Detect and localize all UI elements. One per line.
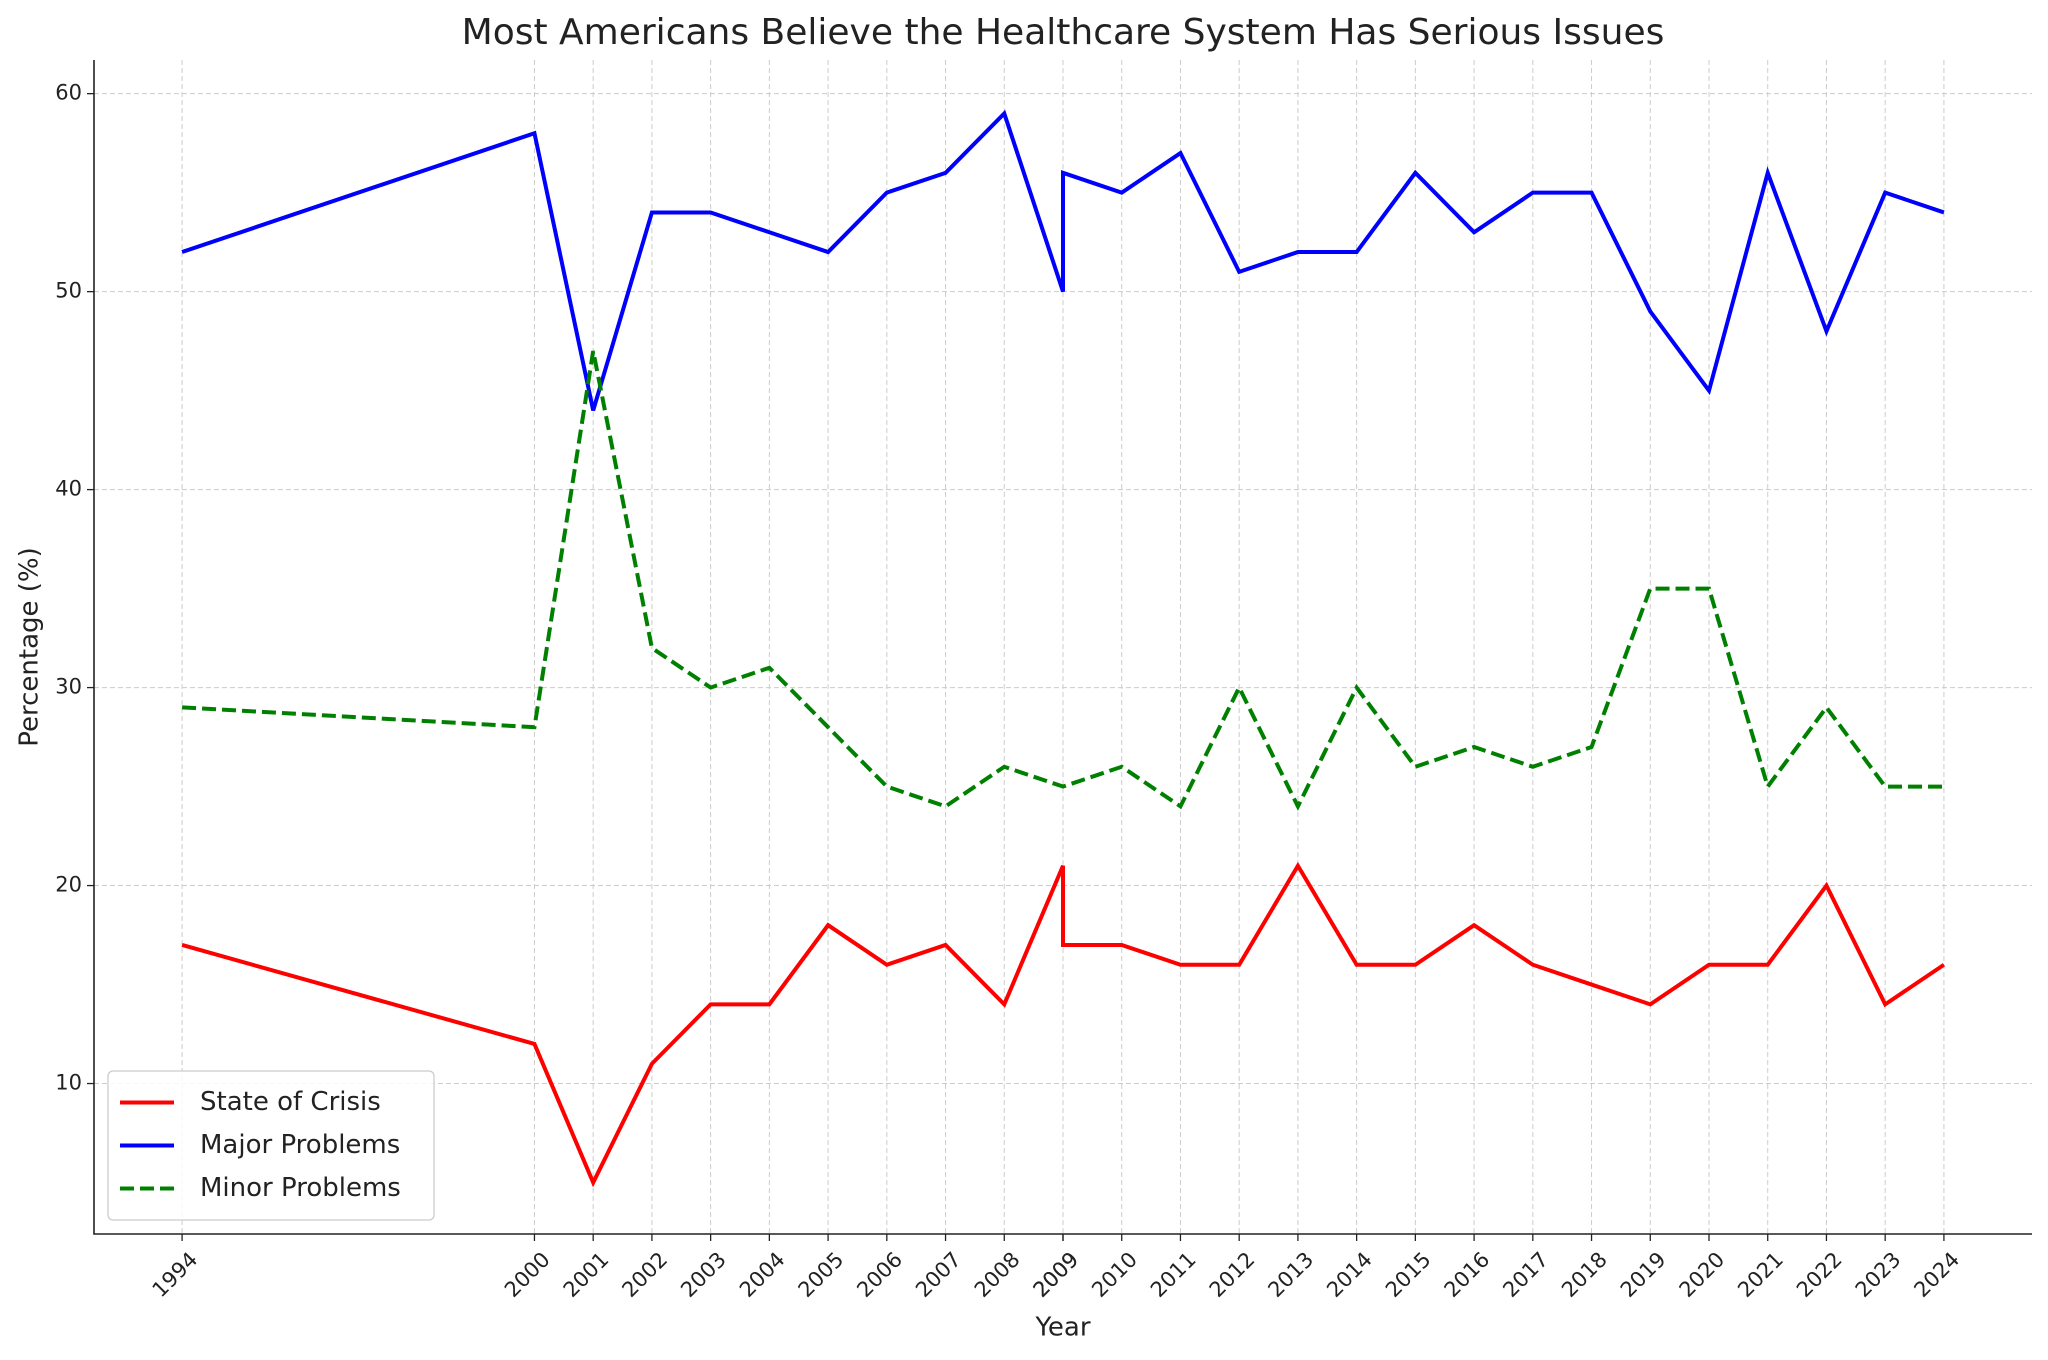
x-tick-label: 2019: [1616, 1247, 1671, 1302]
legend: State of Crisis Major Problems Minor Probl…: [107, 1070, 435, 1221]
legend-label: Minor Problems: [200, 1173, 401, 1203]
x-tick-label: 2000: [500, 1247, 555, 1302]
x-tick-label: 2007: [911, 1247, 966, 1302]
x-tick-label: 2003: [676, 1247, 731, 1302]
data-line: [181, 109, 1945, 411]
x-tick-label: 2022: [1792, 1247, 1847, 1302]
x-tick-label: 1994: [148, 1247, 203, 1302]
x-tick-label: 2014: [1322, 1247, 1377, 1302]
y-tick-label: 20: [55, 873, 82, 897]
x-tick-label: 2011: [1146, 1247, 1201, 1302]
legend-frame: [107, 1070, 435, 1221]
x-tick-label: 2002: [617, 1247, 672, 1302]
axis-spine: [93, 60, 2032, 1235]
x-tick-label: 2013: [1263, 1247, 1318, 1302]
x-tick-label: 2005: [794, 1247, 849, 1302]
x-tick-label: 2023: [1851, 1247, 1906, 1302]
x-tick-label: 2024: [1909, 1247, 1964, 1302]
x-tick-label: 2020: [1675, 1247, 1730, 1302]
y-tick-label: 50: [55, 279, 82, 303]
x-tick-label: 2010: [1087, 1247, 1142, 1302]
x-tick-label: 2017: [1498, 1247, 1553, 1302]
legend-label: State of Crisis: [200, 1087, 381, 1117]
x-tick-label: 2006: [852, 1247, 907, 1302]
x-axis-label: Year: [1034, 1313, 1090, 1343]
y-tick-label: 30: [55, 675, 82, 699]
x-tick-label: 2001: [559, 1247, 614, 1302]
data-line: [181, 861, 1946, 1188]
x-tick-label: 2021: [1733, 1247, 1788, 1302]
data-line: [181, 350, 1944, 811]
y-tick-label: 10: [55, 1071, 82, 1095]
y-axis-label: Percentage (%): [15, 547, 45, 747]
x-tick-label: 2012: [1205, 1247, 1260, 1302]
y-tick-label: 40: [55, 477, 82, 501]
chart-title: Most Americans Believe the Healthcare Sy…: [462, 12, 1665, 53]
x-tick-label: 2004: [735, 1247, 790, 1302]
x-tick-label: 2015: [1381, 1247, 1436, 1302]
y-tick-label: 60: [55, 81, 82, 105]
x-tick-label: 2008: [970, 1247, 1025, 1302]
legend-label: Major Problems: [200, 1130, 400, 1160]
x-tick-label: 2016: [1440, 1247, 1495, 1302]
x-tick-label: 2018: [1557, 1247, 1612, 1302]
x-tick-label: 2009: [1029, 1247, 1084, 1302]
